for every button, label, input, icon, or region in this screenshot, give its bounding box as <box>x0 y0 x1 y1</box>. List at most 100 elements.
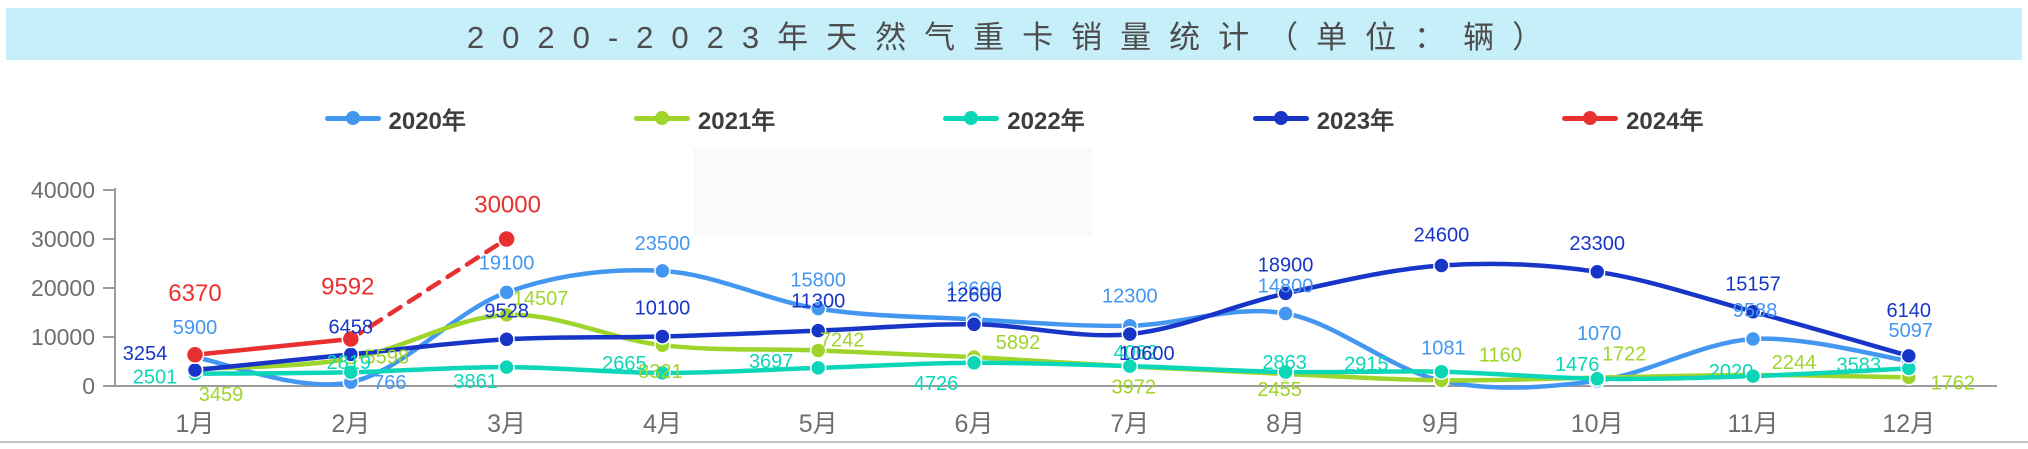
data-point-2022年 <box>1121 357 1139 375</box>
x-axis-label: 5月 <box>799 410 838 438</box>
data-point-2022年 <box>965 354 983 372</box>
data-point-2022年 <box>654 364 671 382</box>
data-point-2022年 <box>1588 370 1606 388</box>
data-label-2020年: 5900 <box>173 317 218 339</box>
data-point-2023年 <box>654 328 671 345</box>
data-point-2020年 <box>1744 330 1762 348</box>
data-point-2023年 <box>186 361 204 379</box>
x-axis-label: 8月 <box>1266 410 1305 438</box>
legend-label: 2024年 <box>1626 107 1704 135</box>
data-label-2023年: 18900 <box>1258 254 1314 276</box>
data-point-2023年 <box>1121 325 1139 343</box>
data-point-2023年 <box>809 322 827 339</box>
data-point-2020年 <box>1277 305 1294 322</box>
legend-item-2024: 2024年 <box>1562 101 1703 136</box>
data-label-2023年: 24600 <box>1414 225 1470 247</box>
data-label-2021年: 3459 <box>199 384 244 406</box>
y-axis-label: 40000 <box>31 177 95 203</box>
data-point-2023年 <box>498 331 515 348</box>
data-label-2022年: 2020 <box>1709 361 1754 383</box>
data-label-2020年: 23500 <box>635 233 691 255</box>
data-label-2021年: 8321 <box>638 361 683 383</box>
chart-legend: 2020年 2021年 2022年 2023年 2024年 <box>0 100 2028 136</box>
data-label-2023年: 12600 <box>946 284 1002 306</box>
y-axis-label: 30000 <box>31 226 95 252</box>
data-label-2022年: 4726 <box>914 373 959 395</box>
data-point-2020年 <box>498 284 515 301</box>
data-label-2021年: 2455 <box>1257 379 1302 401</box>
x-axis-label: 7月 <box>1110 410 1149 438</box>
data-label-2023年: 11300 <box>791 291 845 313</box>
data-label-2022年: 2501 <box>133 367 178 389</box>
watermark-patch <box>693 148 1092 237</box>
data-label-2023年: 9528 <box>484 300 529 322</box>
data-label-2020年: 13600 <box>946 278 1002 300</box>
data-label-2022年: 4062 <box>1114 342 1159 364</box>
data-label-2021年: 5892 <box>996 332 1041 354</box>
data-label-2020年: 1081 <box>1421 338 1466 360</box>
data-label-2021年: 1722 <box>1602 344 1647 366</box>
data-label-2021年: 14507 <box>513 288 569 310</box>
legend-label: 2020年 <box>388 107 466 135</box>
data-label-2023年: 3254 <box>123 343 168 365</box>
data-point-2023年 <box>965 316 983 333</box>
data-point-2023年 <box>1588 263 1606 281</box>
data-label-2023年: 10600 <box>1119 343 1175 365</box>
data-label-2020年: 1070 <box>1577 323 1622 345</box>
data-point-2023年 <box>1277 285 1294 302</box>
data-point-2022年 <box>809 359 827 377</box>
y-axis-label: 10000 <box>31 324 95 350</box>
data-point-2024年 <box>341 329 361 349</box>
title-band: 2020-2023年天然气重卡销量统计（单位：辆） <box>6 8 2022 60</box>
data-point-2020年 <box>654 262 671 280</box>
x-axis-label: 4月 <box>643 410 682 438</box>
data-label-2024年: 9592 <box>321 273 374 300</box>
data-point-2021年 <box>809 342 827 359</box>
data-label-2023年: 15157 <box>1725 274 1781 296</box>
data-label-2022年: 2665 <box>602 353 647 375</box>
data-label-2022年: 2863 <box>1262 352 1307 374</box>
data-label-2022年: 3583 <box>1837 354 1882 376</box>
data-label-2020年: 766 <box>373 372 406 394</box>
data-label-2020年: 5097 <box>1889 320 1934 342</box>
data-label-2023年: 10100 <box>635 298 691 320</box>
legend-label: 2023年 <box>1316 107 1395 135</box>
legend-item-2023: 2023年 <box>1252 101 1395 136</box>
data-point-2021年 <box>498 306 515 324</box>
data-point-2024年 <box>497 229 516 249</box>
data-point-2023年 <box>1900 347 1918 365</box>
line-dot-icon <box>633 109 690 127</box>
data-label-2023年: 6458 <box>329 316 374 338</box>
data-label-2021年: 3972 <box>1112 377 1157 399</box>
data-label-2021年: 7242 <box>820 330 865 352</box>
data-point-2022年 <box>1744 367 1762 385</box>
data-point-2020年 <box>809 300 827 317</box>
legend-label: 2022年 <box>1007 107 1085 135</box>
data-label-2022年: 3697 <box>749 351 794 373</box>
x-axis-label: 11月 <box>1728 410 1779 438</box>
data-point-2024年 <box>185 345 205 365</box>
legend-item-2021: 2021年 <box>633 101 776 136</box>
data-label-2021年: 1762 <box>1931 372 1976 394</box>
series-line-2023年 <box>192 261 1912 373</box>
data-point-2023年 <box>1433 257 1450 274</box>
x-axis-label: 3月 <box>487 410 526 438</box>
series-line-2024年 <box>192 336 354 358</box>
x-axis-label: 12月 <box>1882 410 1935 438</box>
line-dot-icon <box>1562 109 1619 127</box>
series-line-2022年 <box>192 360 1912 382</box>
x-axis-label: 10月 <box>1571 410 1624 438</box>
y-axis-label: 20000 <box>31 275 95 301</box>
data-label-2021年: 1160 <box>1479 344 1522 366</box>
series-line-dashed-2024年 <box>348 236 509 342</box>
x-axis-label: 9月 <box>1422 410 1461 438</box>
y-axis-label: 0 <box>82 373 95 399</box>
data-label-2020年: 14800 <box>1258 276 1314 298</box>
line-dot-icon <box>1252 109 1309 127</box>
data-point-2022年 <box>1433 363 1450 380</box>
data-point-2022年 <box>342 363 360 381</box>
legend-label: 2021年 <box>697 107 776 135</box>
data-point-2022年 <box>498 358 515 376</box>
page-title: 2020-2023年天然气重卡销量统计（单位：辆） <box>466 19 1562 55</box>
